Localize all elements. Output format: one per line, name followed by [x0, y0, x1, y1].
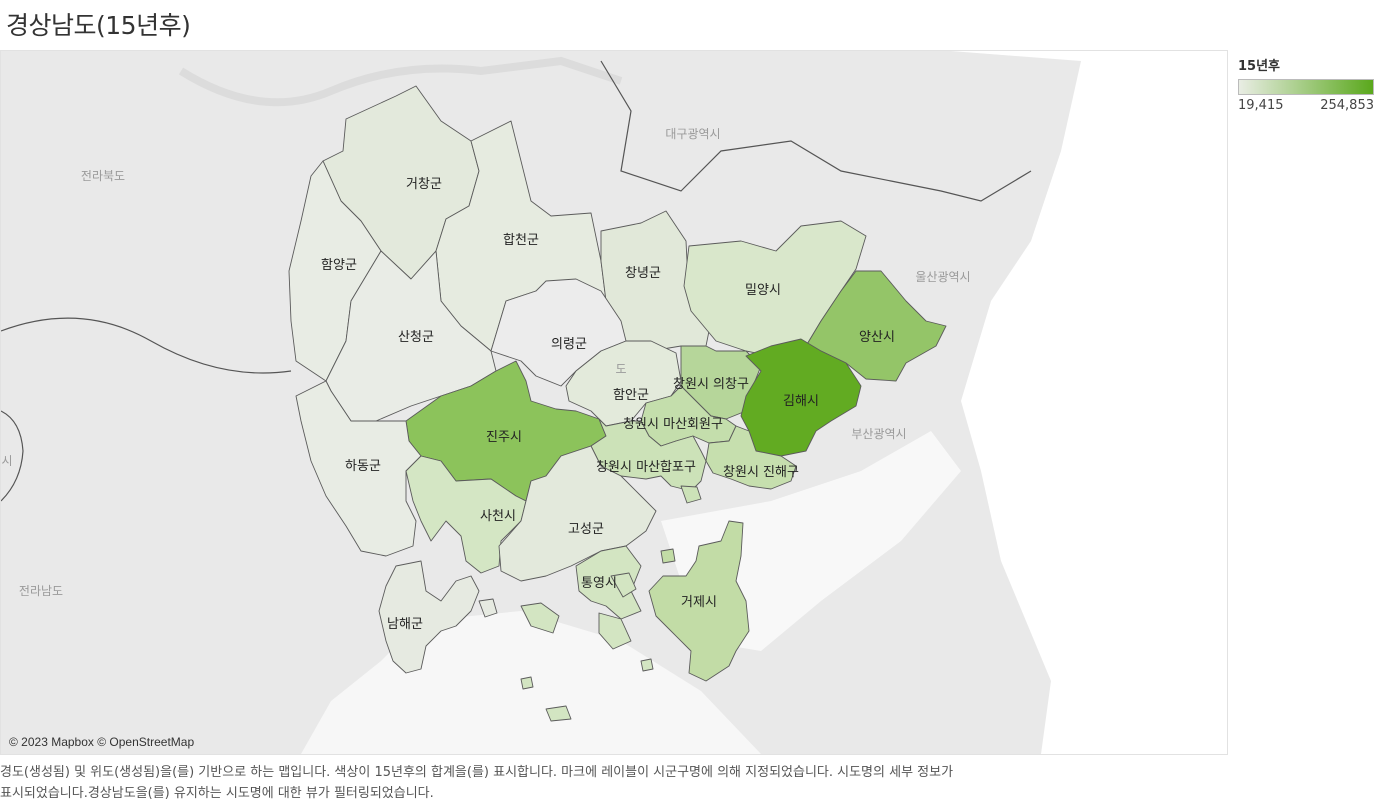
label-jinhae: 창원시 진해구 [723, 465, 799, 480]
label-seongsan: 창원시 마산회원구 [623, 417, 723, 432]
island-happo-1 [680, 485, 702, 504]
island-tongyeong-3 [610, 572, 637, 598]
island-tongyeong-4 [545, 705, 572, 722]
label-edge-cut: 시 [1, 454, 12, 468]
label-jeonnam: 전라남도 [19, 584, 63, 598]
label-busan: 부산광역시 [851, 427, 906, 441]
region-gimhae[interactable] [740, 338, 862, 457]
region-namhae[interactable] [378, 560, 480, 674]
region-sacheon[interactable] [405, 455, 527, 574]
map-view[interactable]: 대구광역시 전라북도 울산광역시 부산광역시 전라남도 시 [0, 50, 1228, 755]
terrain-ridge [178, 56, 623, 107]
region-jinhae[interactable] [705, 425, 797, 490]
label-gimhae: 김해시 [783, 394, 819, 409]
caption-line-2: 표시되었습니다.경상남도을(를) 유지하는 시도명에 대한 뷰가 필터링되었습니… [0, 786, 434, 801]
label-haman: 함안군 [613, 388, 649, 403]
region-tongyeong[interactable] [575, 545, 642, 620]
label-uichang: 창원시 의창구 [673, 377, 749, 392]
caption-line-1: 경도(생성됨) 및 위도(생성됨)을(를) 기반으로 하는 맵입니다. 색상이 … [0, 765, 954, 780]
island-tongyeong-6 [640, 658, 654, 672]
legend-max: 254,853 [1320, 98, 1374, 113]
province-boundary-north [600, 60, 1032, 202]
label-gyeongnam-faint: 도 [615, 362, 626, 376]
label-namhae: 남해군 [387, 617, 423, 632]
label-tongyeong: 통영시 [581, 576, 617, 591]
label-geochang: 거창군 [406, 177, 442, 192]
region-hadong[interactable] [295, 380, 422, 557]
label-ulsan: 울산광역시 [915, 270, 970, 284]
label-daegu: 대구광역시 [665, 127, 720, 141]
label-jinju: 진주시 [486, 430, 522, 445]
map-caption: 경도(생성됨) 및 위도(생성됨)을(를) 기반으로 하는 맵입니다. 색상이 … [0, 762, 1180, 804]
legend-gradient [1238, 79, 1374, 95]
label-hadong: 하동군 [345, 459, 381, 474]
label-hamyang: 함양군 [321, 258, 357, 273]
label-sancheong: 산청군 [398, 330, 434, 345]
island-tongyeong-1 [520, 602, 560, 634]
province-boundary-west [1, 317, 292, 374]
label-changnyeong: 창녕군 [625, 266, 661, 281]
region-geoje[interactable] [648, 520, 750, 682]
label-miryang: 밀양시 [745, 283, 781, 298]
page-title: 경상남도(15년후) [6, 11, 191, 40]
map-canvas[interactable]: 대구광역시 전라북도 울산광역시 부산광역시 전라남도 시 [1, 51, 1227, 754]
label-yangsan: 양산시 [859, 330, 895, 345]
island-namhae-1 [478, 598, 498, 618]
label-jeonbuk: 전라북도 [81, 169, 125, 183]
label-uiryeong: 의령군 [551, 337, 587, 352]
island-tongyeong-5 [520, 676, 534, 690]
sea-east [951, 51, 1227, 754]
label-sacheon: 사천시 [480, 509, 516, 524]
label-goseong: 고성군 [568, 522, 604, 537]
island-tongyeong-2 [598, 612, 632, 650]
label-hapcheon: 합천군 [503, 233, 539, 248]
legend-title: 15년후 [1238, 59, 1281, 74]
label-geoje: 거제시 [681, 595, 717, 610]
legend-labels: 19,415 254,853 [1238, 98, 1374, 113]
map-attribution[interactable]: © 2023 Mapbox © OpenStreetMap [9, 735, 195, 749]
province-boundary-edge [1, 410, 24, 502]
island-geoje-1 [660, 548, 676, 564]
label-happo: 창원시 마산합포구 [596, 460, 696, 475]
legend-min: 19,415 [1238, 98, 1284, 113]
color-legend: 15년후 19,415 254,853 [1238, 55, 1374, 113]
